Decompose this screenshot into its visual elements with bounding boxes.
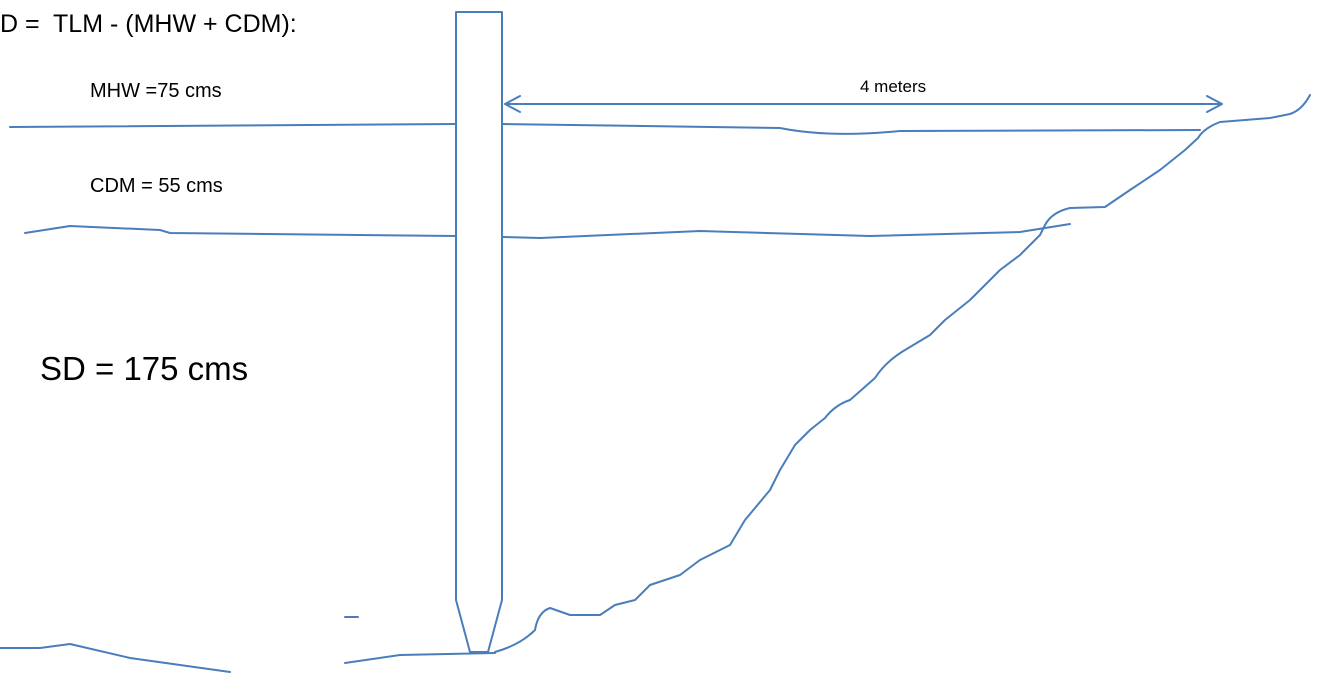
stake xyxy=(455,11,503,653)
cdm-label: CDM = 55 cms xyxy=(90,175,223,197)
seabed xyxy=(0,643,496,673)
distance-label: 4 meters xyxy=(860,77,926,96)
distance-arrow xyxy=(504,95,1223,113)
mhw-label: MHW =75 cms xyxy=(90,80,222,102)
bank xyxy=(494,94,1311,653)
cdm-line xyxy=(24,223,1071,239)
mhw-line xyxy=(9,123,1201,135)
formula: D = TLM - (MHW + CDM): xyxy=(0,10,297,38)
sd-label: SD = 175 cms xyxy=(40,350,248,387)
